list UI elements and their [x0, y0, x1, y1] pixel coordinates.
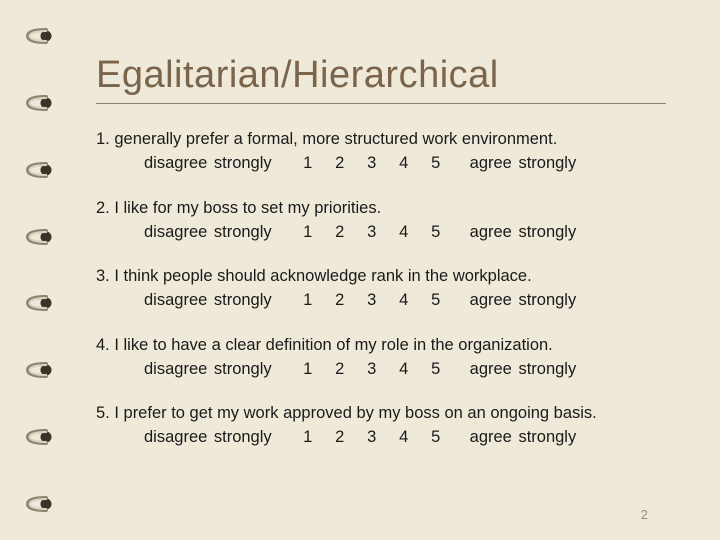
question-text: 5. I prefer to get my work approved by m…	[96, 402, 666, 424]
question-item: 5. I prefer to get my work approved by m…	[96, 402, 666, 449]
likert-scale: disagree strongly 12345 agree strongly	[96, 358, 666, 380]
scale-point: 4	[388, 358, 420, 380]
scale-low-label: disagree strongly	[144, 223, 272, 241]
scale-point: 2	[324, 289, 356, 311]
scale-high-label: agree strongly	[470, 154, 577, 172]
scale-point: 3	[356, 426, 388, 448]
question-text: 4. I like to have a clear definition of …	[96, 334, 666, 356]
slide-title: Egalitarian/Hierarchical	[96, 54, 666, 97]
question-item: 1. generally prefer a formal, more struc…	[96, 128, 666, 175]
binder-ring-icon	[25, 494, 53, 514]
likert-scale: disagree strongly 12345 agree strongly	[96, 152, 666, 174]
scale-point: 3	[356, 358, 388, 380]
question-list: 1. generally prefer a formal, more struc…	[96, 128, 666, 449]
scale-point: 2	[324, 221, 356, 243]
binder-ring-icon	[25, 227, 53, 247]
binder-ring-icon	[25, 26, 53, 46]
scale-high-label: agree strongly	[470, 360, 577, 378]
likert-scale: disagree strongly 12345 agree strongly	[96, 426, 666, 448]
likert-scale: disagree strongly 12345 agree strongly	[96, 221, 666, 243]
content-area: Egalitarian/Hierarchical 1. generally pr…	[96, 54, 666, 510]
scale-point: 5	[420, 426, 452, 448]
scale-point: 1	[292, 152, 324, 174]
scale-point: 5	[420, 358, 452, 380]
scale-point: 2	[324, 152, 356, 174]
binder-ring-icon	[25, 427, 53, 447]
scale-high-label: agree strongly	[470, 223, 577, 241]
scale-point: 1	[292, 289, 324, 311]
question-text: 1. generally prefer a formal, more struc…	[96, 128, 666, 150]
scale-point: 4	[388, 221, 420, 243]
scale-point: 3	[356, 221, 388, 243]
scale-point: 5	[420, 221, 452, 243]
scale-point: 4	[388, 152, 420, 174]
scale-point: 2	[324, 426, 356, 448]
binder-ring-icon	[25, 293, 53, 313]
scale-point: 5	[420, 289, 452, 311]
question-item: 2. I like for my boss to set my prioriti…	[96, 197, 666, 244]
scale-low-label: disagree strongly	[144, 428, 272, 446]
scale-point: 1	[292, 221, 324, 243]
binder-ring-icon	[25, 160, 53, 180]
title-underline	[96, 103, 666, 104]
scale-low-label: disagree strongly	[144, 154, 272, 172]
scale-high-label: agree strongly	[470, 291, 577, 309]
spiral-binding	[22, 18, 56, 522]
question-item: 3. I think people should acknowledge ran…	[96, 265, 666, 312]
scale-point: 1	[292, 358, 324, 380]
question-text: 3. I think people should acknowledge ran…	[96, 265, 666, 287]
likert-scale: disagree strongly 12345 agree strongly	[96, 289, 666, 311]
slide: Egalitarian/Hierarchical 1. generally pr…	[0, 0, 720, 540]
scale-point: 3	[356, 152, 388, 174]
scale-point: 2	[324, 358, 356, 380]
page-number: 2	[641, 507, 648, 522]
question-text: 2. I like for my boss to set my prioriti…	[96, 197, 666, 219]
scale-point: 4	[388, 289, 420, 311]
scale-point: 4	[388, 426, 420, 448]
scale-point: 3	[356, 289, 388, 311]
binder-ring-icon	[25, 360, 53, 380]
scale-low-label: disagree strongly	[144, 360, 272, 378]
scale-point: 5	[420, 152, 452, 174]
scale-low-label: disagree strongly	[144, 291, 272, 309]
question-item: 4. I like to have a clear definition of …	[96, 334, 666, 381]
scale-point: 1	[292, 426, 324, 448]
scale-high-label: agree strongly	[470, 428, 577, 446]
binder-ring-icon	[25, 93, 53, 113]
